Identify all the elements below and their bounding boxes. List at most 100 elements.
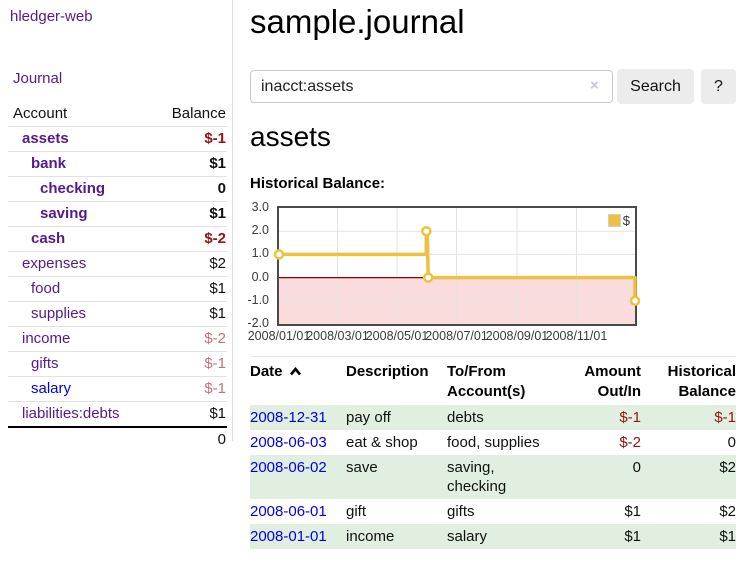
transaction-description: gift <box>346 503 367 520</box>
transaction-accounts: saving, checking <box>447 459 507 495</box>
transaction-date-link[interactable]: 2008-06-03 <box>250 434 327 451</box>
account-balance: $1 <box>154 401 227 427</box>
account-row: liabilities:debts $1 <box>8 401 227 427</box>
transaction-balance: $2 <box>719 459 736 476</box>
y-axis-tick-label: 2.0 <box>251 223 269 238</box>
account-tree-total-row: 0 <box>8 426 227 452</box>
brand-link[interactable]: hledger-web <box>10 8 93 25</box>
transaction-date-cell: 2008-06-01 <box>250 499 346 524</box>
transaction-date-cell: 2008-01-01 <box>250 524 346 549</box>
transaction-amount: $-1 <box>619 409 641 426</box>
transaction-date-link[interactable]: 2008-06-01 <box>250 503 327 520</box>
clear-search-icon[interactable]: × <box>590 77 599 94</box>
account-link-checking[interactable]: checking <box>40 180 106 197</box>
accounts-column-header: To/From Account(s) <box>447 363 526 400</box>
account-link-income[interactable]: income <box>22 330 71 347</box>
transaction-description: eat & shop <box>346 434 418 451</box>
transaction-amount: $1 <box>624 503 641 520</box>
account-link-saving[interactable]: saving <box>40 205 88 222</box>
account-row: gifts $-1 <box>8 351 227 377</box>
account-name-cell: gifts <box>8 351 155 377</box>
description-column-header: Description <box>346 363 429 380</box>
transaction-balance: $2 <box>719 503 736 520</box>
account-heading: assets <box>250 121 331 152</box>
date-column-header[interactable]: Date <box>250 357 346 406</box>
account-link-salary[interactable]: salary <box>31 380 72 397</box>
account-row: bank $1 <box>8 151 227 177</box>
legend-color-box <box>607 214 621 227</box>
transaction-description: save <box>346 459 378 476</box>
chart-title: Historical Balance: <box>250 175 386 192</box>
transaction-description: pay off <box>346 409 391 426</box>
account-tree-header: Account Balance <box>8 102 227 127</box>
help-button[interactable]: ? <box>701 69 736 104</box>
account-balance: $-1 <box>154 376 227 402</box>
transaction-date-link[interactable]: 2008-12-31 <box>250 409 327 426</box>
account-balance: $2 <box>154 251 227 277</box>
page-title: sample.journal <box>250 3 465 40</box>
transaction-date-link[interactable]: 2008-06-02 <box>250 459 327 476</box>
account-name-cell: assets <box>8 126 155 152</box>
account-row: income $-2 <box>8 326 227 352</box>
account-link-assets[interactable]: assets <box>22 130 69 147</box>
transaction-row: 2008-06-02 save saving, checking 0 $2 <box>250 455 736 499</box>
transaction-date-link[interactable]: 2008-01-01 <box>250 528 327 545</box>
sidebar-item-journal[interactable]: Journal <box>13 70 63 87</box>
account-name-cell: bank <box>8 151 155 177</box>
account-link-gifts[interactable]: gifts <box>31 355 59 372</box>
transaction-row: 2008-06-01 gift gifts $1 $2 <box>250 499 736 524</box>
chart-canvas <box>273 208 641 324</box>
account-row: supplies $1 <box>8 301 227 327</box>
account-name-cell: food <box>8 276 155 302</box>
x-axis-tick-label: 2008/01/01 <box>247 329 311 343</box>
account-name-cell: liabilities:debts <box>8 401 155 427</box>
account-link-food[interactable]: food <box>31 280 61 297</box>
x-axis-tick-label: 2008/09/01 <box>485 329 549 343</box>
account-row: checking 0 <box>8 176 227 202</box>
sort-ascending-icon <box>289 366 301 376</box>
transaction-amount: $1 <box>624 528 641 545</box>
transaction-amount: $-2 <box>619 434 641 451</box>
main-content: sample.journal × Search ? assets Histori… <box>247 0 742 582</box>
transaction-row: 2008-06-03 eat & shop food, supplies $-2 0 <box>250 430 736 455</box>
account-balance: $-1 <box>154 126 227 152</box>
account-link-bank[interactable]: bank <box>31 155 67 172</box>
x-axis-tick-label: 2008/07/01 <box>425 329 488 343</box>
account-tree: Account Balance assets $-1 bank $1 checking 0… <box>8 102 227 452</box>
account-row: saving $1 <box>8 201 227 227</box>
transaction-accounts: salary <box>447 528 488 545</box>
transaction-accounts: gifts <box>447 503 475 520</box>
account-name-cell: income <box>8 326 155 352</box>
account-balance: $1 <box>154 201 227 227</box>
x-axis-tick-label: 2008/03/01 <box>306 329 369 343</box>
x-axis-tick-label: 2008/05/01 <box>365 329 429 343</box>
account-name-cell: checking <box>8 176 155 202</box>
account-name-cell: salary <box>8 376 155 402</box>
transaction-amount: 0 <box>632 459 641 476</box>
chart-plot-area: $ <box>273 206 641 326</box>
transaction-accounts: debts <box>447 409 484 426</box>
search-button[interactable]: Search <box>617 69 694 104</box>
account-row: expenses $2 <box>8 251 227 277</box>
y-axis-tick-label: -2.0 <box>247 316 269 330</box>
account-column-header: Account <box>13 105 68 122</box>
account-name-cell: cash <box>8 226 155 252</box>
amount-column-header: Amount Out/In <box>584 363 641 400</box>
account-link-expenses[interactable]: expenses <box>22 255 87 272</box>
transaction-description: income <box>346 528 395 545</box>
account-link-cash[interactable]: cash <box>31 230 66 247</box>
account-name-cell: expenses <box>8 251 155 277</box>
total-spacer <box>8 426 155 452</box>
account-row: food $1 <box>8 276 227 302</box>
account-balance: $-2 <box>154 326 227 352</box>
search-input[interactable] <box>250 70 613 103</box>
transaction-balance: $1 <box>719 528 736 545</box>
account-balance: $1 <box>154 301 227 327</box>
transaction-row: 2008-12-31 pay off debts $-1 $-1 <box>250 405 736 430</box>
account-balance: $-1 <box>154 351 227 377</box>
account-link-liabilities-debts[interactable]: liabilities:debts <box>22 405 120 422</box>
transactions-table: Date Description To/From Account(s) Amou… <box>250 356 736 549</box>
account-link-supplies[interactable]: supplies <box>31 305 87 322</box>
total-balance: 0 <box>154 426 227 452</box>
